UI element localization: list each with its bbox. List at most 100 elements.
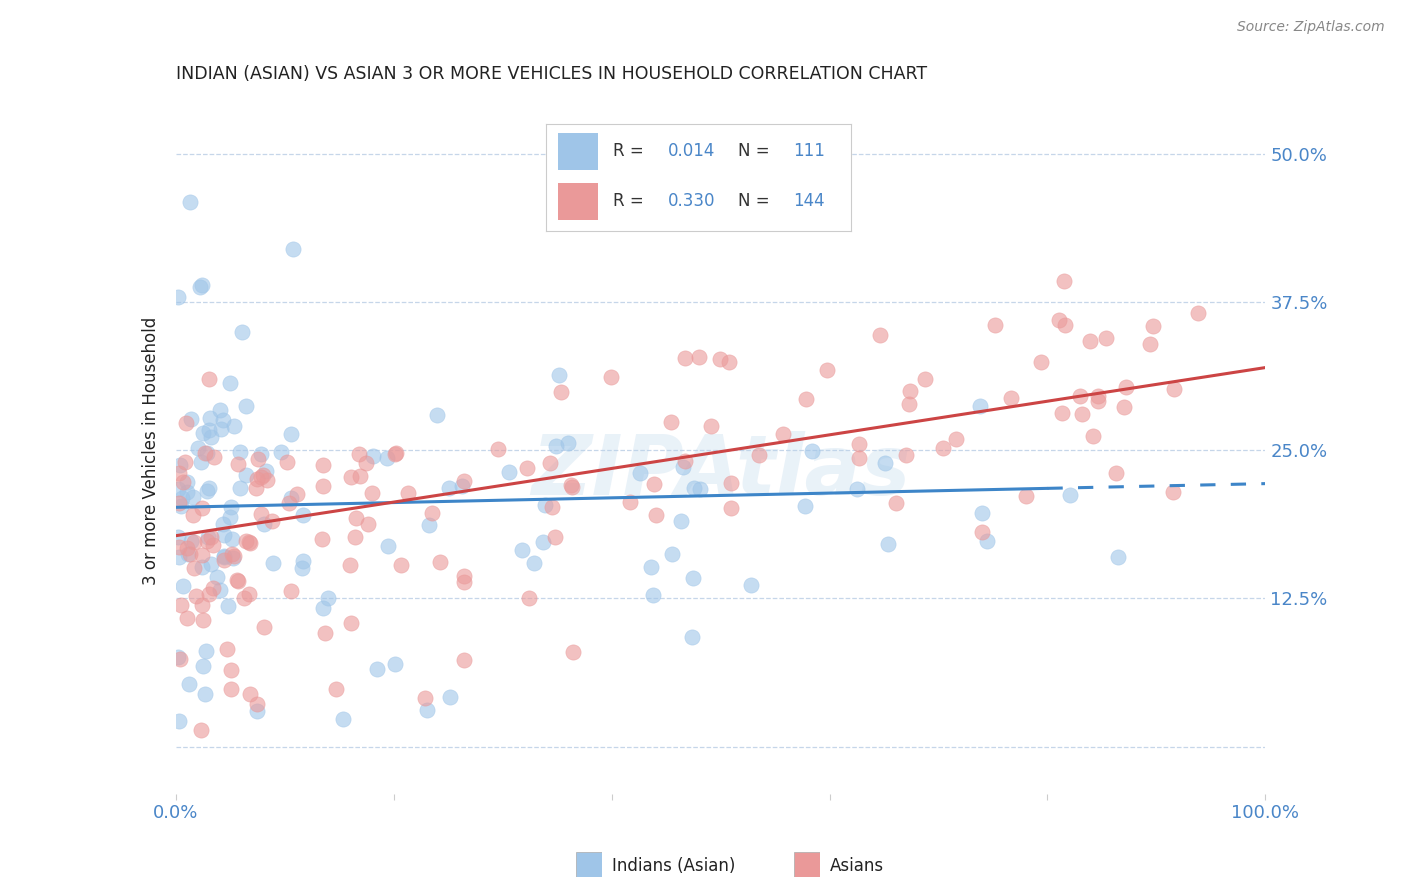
Point xyxy=(176,416,198,430)
Point xyxy=(914,372,936,386)
Point xyxy=(562,645,585,659)
Point xyxy=(250,469,273,483)
Point xyxy=(643,588,665,602)
Point xyxy=(239,536,262,550)
Point xyxy=(270,445,292,459)
Point xyxy=(1031,355,1053,369)
Point xyxy=(366,662,388,676)
Point xyxy=(170,598,193,612)
Point xyxy=(970,506,993,520)
Point xyxy=(200,430,222,444)
Point xyxy=(219,510,242,524)
Point xyxy=(214,549,236,564)
Point xyxy=(498,465,520,479)
Point xyxy=(384,447,406,461)
Point xyxy=(172,579,194,593)
Point xyxy=(671,515,693,529)
Point xyxy=(246,704,269,718)
Point xyxy=(815,362,838,376)
Point xyxy=(221,547,243,561)
Point xyxy=(720,501,742,516)
Point xyxy=(167,540,190,554)
Point xyxy=(356,516,378,531)
Point xyxy=(217,599,239,613)
Point xyxy=(898,384,921,398)
Text: 111: 111 xyxy=(793,143,825,161)
Point xyxy=(640,560,662,574)
Point xyxy=(794,392,817,406)
Point xyxy=(219,376,242,390)
Point xyxy=(197,481,219,495)
Point xyxy=(682,571,704,585)
Point xyxy=(546,438,568,452)
Point xyxy=(945,432,967,446)
Point xyxy=(200,411,222,425)
Text: R =: R = xyxy=(613,143,644,161)
Point xyxy=(235,534,257,549)
Point xyxy=(645,508,668,522)
Point xyxy=(176,541,198,555)
Point xyxy=(254,465,277,479)
Point xyxy=(659,415,682,429)
Point xyxy=(221,500,243,514)
Point xyxy=(312,458,335,472)
Point xyxy=(897,397,920,411)
Point xyxy=(238,534,260,549)
Point xyxy=(1081,429,1104,443)
Point xyxy=(312,600,335,615)
Point xyxy=(285,486,308,500)
Point xyxy=(1015,489,1038,503)
Point xyxy=(194,446,217,460)
Point xyxy=(180,534,202,549)
Point xyxy=(198,372,221,386)
Point xyxy=(212,550,235,565)
Point xyxy=(169,458,191,472)
Point xyxy=(344,510,367,524)
Point xyxy=(311,533,333,547)
Point xyxy=(884,495,907,509)
Point xyxy=(384,657,406,672)
Point xyxy=(1052,406,1074,420)
Point xyxy=(683,481,706,495)
Point xyxy=(740,578,762,592)
Point xyxy=(561,480,583,494)
Point xyxy=(1059,488,1081,502)
Point xyxy=(877,537,900,551)
Text: Indians (Asian): Indians (Asian) xyxy=(612,857,735,875)
Point xyxy=(235,468,257,483)
Point xyxy=(673,454,696,468)
Point xyxy=(453,574,475,589)
Point xyxy=(869,328,891,343)
Point xyxy=(510,543,533,558)
Point xyxy=(202,538,225,552)
Point xyxy=(681,630,703,644)
Point xyxy=(339,558,361,573)
Point xyxy=(176,475,198,490)
Point xyxy=(534,498,557,512)
Point xyxy=(167,289,190,303)
Point xyxy=(932,442,955,456)
Point xyxy=(451,479,474,493)
Point xyxy=(252,468,274,483)
Point xyxy=(292,508,315,522)
Point xyxy=(179,194,201,209)
Point xyxy=(385,445,408,459)
Point xyxy=(599,370,621,384)
Point xyxy=(169,652,191,666)
Point xyxy=(439,690,461,705)
Point xyxy=(194,644,217,658)
Point xyxy=(557,436,579,450)
Point xyxy=(211,413,233,427)
Point xyxy=(280,426,302,441)
Point xyxy=(176,611,198,625)
Point xyxy=(848,437,870,451)
Point xyxy=(1107,550,1129,565)
Point xyxy=(894,448,917,462)
Point xyxy=(416,704,439,718)
Point xyxy=(453,653,475,667)
Point xyxy=(1087,393,1109,408)
Point xyxy=(212,553,235,567)
Point xyxy=(253,620,276,634)
Point xyxy=(347,447,370,461)
Point xyxy=(280,584,302,599)
